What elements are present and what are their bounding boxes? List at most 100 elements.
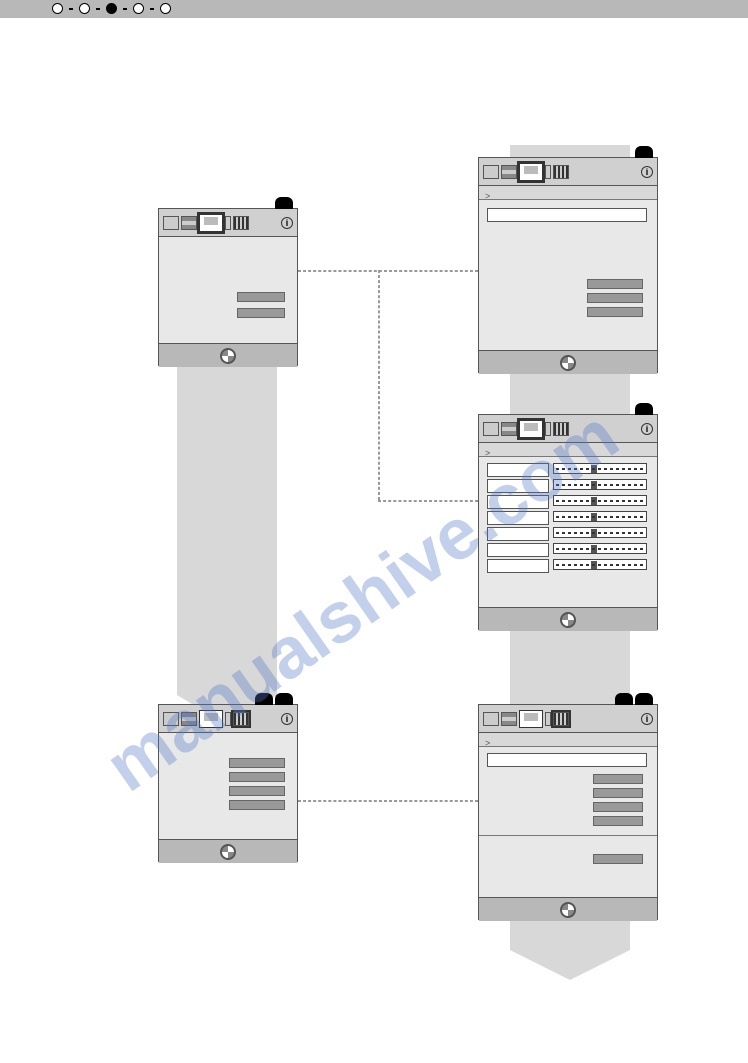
panel-toolbar: i: [479, 705, 657, 733]
grid-icon[interactable]: [483, 165, 499, 179]
panel-body: [479, 457, 657, 607]
sliders-icon[interactable]: [501, 165, 517, 179]
vert-icon[interactable]: [225, 712, 231, 726]
step-circle: [79, 3, 90, 14]
slider-control[interactable]: [553, 495, 647, 506]
sliders-icon[interactable]: [181, 712, 197, 726]
text-field[interactable]: [487, 559, 549, 573]
panel-tab[interactable]: [275, 693, 293, 705]
text-field[interactable]: [487, 495, 549, 509]
slider-control[interactable]: [553, 543, 647, 554]
dialog-panel-left_bottom: i: [158, 704, 298, 862]
vert-icon[interactable]: [545, 422, 551, 436]
option-button[interactable]: [229, 786, 285, 796]
screen-icon[interactable]: [519, 420, 543, 438]
info-icon[interactable]: i: [281, 713, 293, 725]
panel-body: [479, 200, 657, 350]
help-icon[interactable]: [560, 612, 576, 628]
panel-tab[interactable]: [635, 146, 653, 158]
text-field[interactable]: [487, 463, 549, 477]
slider-control[interactable]: [553, 479, 647, 490]
grid-icon[interactable]: [483, 422, 499, 436]
screen-icon[interactable]: [199, 710, 223, 728]
panel-toolbar: i: [159, 209, 297, 237]
option-button[interactable]: [229, 758, 285, 768]
info-icon[interactable]: i: [281, 217, 293, 229]
panel-toolbar: i: [479, 415, 657, 443]
option-button[interactable]: [587, 307, 643, 317]
text-field[interactable]: [487, 511, 549, 525]
dotted-connector: [378, 270, 380, 500]
slider-control[interactable]: [553, 463, 647, 474]
divider: [479, 835, 657, 836]
panel-footer: [479, 897, 657, 921]
vert-icon[interactable]: [545, 712, 551, 726]
dialog-panel-right_1: i>: [478, 157, 658, 373]
dotted-connector: [298, 800, 478, 802]
panel-tab[interactable]: [635, 403, 653, 415]
breadcrumb-bar: >: [479, 443, 657, 457]
breadcrumb-bar: >: [479, 733, 657, 747]
panel-body: [479, 747, 657, 897]
grid-icon[interactable]: [483, 712, 499, 726]
slider-control[interactable]: [553, 559, 647, 570]
info-icon[interactable]: i: [641, 166, 653, 178]
vert-icon[interactable]: [545, 165, 551, 179]
vert-icon[interactable]: [225, 216, 231, 230]
info-icon[interactable]: i: [641, 713, 653, 725]
sliders-icon[interactable]: [501, 422, 517, 436]
dotted-connector: [298, 270, 478, 272]
option-button[interactable]: [593, 788, 643, 798]
wavy-icon[interactable]: [553, 422, 569, 436]
panel-toolbar: i: [479, 158, 657, 186]
info-icon[interactable]: i: [641, 423, 653, 435]
text-field[interactable]: [487, 208, 647, 222]
slider-control[interactable]: [553, 511, 647, 522]
help-icon[interactable]: [560, 902, 576, 918]
text-field[interactable]: [487, 543, 549, 557]
panel-footer: [479, 607, 657, 631]
progress-indicator: [52, 3, 171, 14]
breadcrumb-bar: >: [479, 186, 657, 200]
sliders-icon[interactable]: [501, 712, 517, 726]
panel-body: [159, 733, 297, 839]
slider-control[interactable]: [553, 527, 647, 538]
panel-footer: [159, 839, 297, 863]
wavy-icon[interactable]: [553, 165, 569, 179]
option-button[interactable]: [593, 774, 643, 784]
panel-footer: [159, 343, 297, 367]
sliders-icon[interactable]: [181, 216, 197, 230]
option-button[interactable]: [587, 279, 643, 289]
wavy-icon[interactable]: [233, 712, 249, 726]
screen-icon[interactable]: [199, 214, 223, 232]
option-button[interactable]: [587, 293, 643, 303]
text-field[interactable]: [487, 753, 647, 767]
wavy-icon[interactable]: [553, 712, 569, 726]
dotted-connector: [378, 500, 478, 502]
panel-tab[interactable]: [255, 693, 273, 705]
dialog-panel-right_3: i>: [478, 704, 658, 920]
grid-icon[interactable]: [163, 216, 179, 230]
grid-icon[interactable]: [163, 712, 179, 726]
text-field[interactable]: [487, 527, 549, 541]
option-button[interactable]: [593, 816, 643, 826]
option-button[interactable]: [237, 292, 285, 302]
help-icon[interactable]: [560, 355, 576, 371]
screen-icon[interactable]: [519, 710, 543, 728]
panel-tab[interactable]: [635, 693, 653, 705]
help-icon[interactable]: [220, 844, 236, 860]
wavy-icon[interactable]: [233, 216, 249, 230]
panel-tab[interactable]: [275, 197, 293, 209]
text-field[interactable]: [487, 479, 549, 493]
panel-footer: [479, 350, 657, 374]
option-button[interactable]: [229, 772, 285, 782]
panel-tab[interactable]: [615, 693, 633, 705]
option-button[interactable]: [593, 802, 643, 812]
option-button[interactable]: [593, 854, 643, 864]
option-button[interactable]: [237, 308, 285, 318]
help-icon[interactable]: [220, 348, 236, 364]
option-button[interactable]: [229, 800, 285, 810]
panel-body: [159, 237, 297, 343]
arrow-down-icon: [510, 950, 630, 980]
screen-icon[interactable]: [519, 163, 543, 181]
